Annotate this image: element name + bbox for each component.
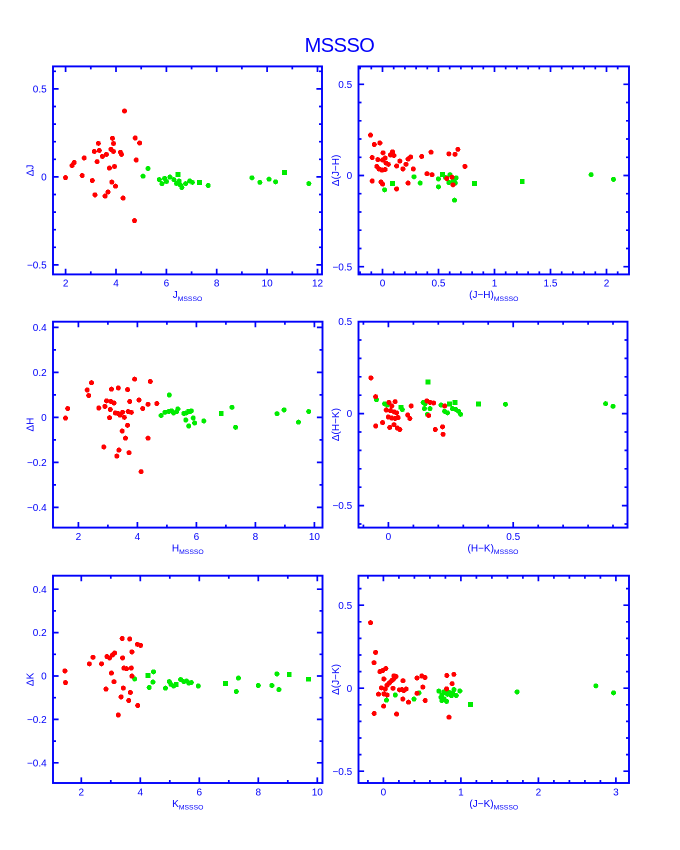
svg-text:8: 8 bbox=[214, 279, 220, 290]
svg-text:10: 10 bbox=[312, 787, 324, 798]
svg-text:1: 1 bbox=[458, 787, 464, 798]
svg-text:−0.5: −0.5 bbox=[27, 261, 47, 272]
svg-text:−0.2: −0.2 bbox=[27, 458, 47, 469]
svg-text:−0.2: −0.2 bbox=[27, 715, 47, 726]
svg-text:6: 6 bbox=[164, 279, 170, 290]
svg-text:0.5: 0.5 bbox=[33, 85, 47, 96]
svg-text:0: 0 bbox=[41, 413, 47, 424]
svg-text:0: 0 bbox=[347, 171, 353, 182]
svg-text:Δ(H−K): Δ(H−K) bbox=[331, 408, 342, 441]
svg-text:0: 0 bbox=[347, 684, 353, 695]
svg-text:MSSSO: MSSSO bbox=[305, 35, 375, 57]
svg-text:0.5: 0.5 bbox=[338, 317, 352, 328]
svg-text:0.4: 0.4 bbox=[33, 585, 47, 596]
svg-text:Δ(J−H): Δ(J−H) bbox=[331, 155, 342, 186]
svg-text:10: 10 bbox=[309, 532, 321, 543]
svg-text:0: 0 bbox=[381, 787, 387, 798]
svg-text:−0.5: −0.5 bbox=[332, 767, 352, 778]
svg-text:6: 6 bbox=[194, 532, 200, 543]
svg-text:2: 2 bbox=[63, 279, 69, 290]
svg-text:−0.5: −0.5 bbox=[332, 501, 352, 512]
svg-text:0.2: 0.2 bbox=[33, 368, 47, 379]
svg-text:4: 4 bbox=[113, 279, 119, 290]
svg-text:6: 6 bbox=[197, 787, 203, 798]
svg-text:12: 12 bbox=[312, 279, 324, 290]
svg-text:0: 0 bbox=[41, 672, 47, 683]
svg-text:0.4: 0.4 bbox=[33, 323, 47, 334]
svg-text:ΔJ: ΔJ bbox=[26, 165, 37, 177]
svg-text:2: 2 bbox=[79, 787, 85, 798]
svg-text:Δ(J−K): Δ(J−K) bbox=[331, 664, 342, 695]
svg-text:0: 0 bbox=[41, 173, 47, 184]
svg-text:−0.4: −0.4 bbox=[27, 758, 47, 769]
svg-text:8: 8 bbox=[256, 787, 262, 798]
svg-text:3: 3 bbox=[613, 787, 619, 798]
svg-text:0.5: 0.5 bbox=[432, 279, 446, 290]
svg-text:4: 4 bbox=[138, 787, 144, 798]
svg-text:0.5: 0.5 bbox=[506, 532, 520, 543]
svg-text:2: 2 bbox=[604, 279, 610, 290]
svg-text:4: 4 bbox=[135, 532, 141, 543]
svg-text:−0.4: −0.4 bbox=[27, 503, 47, 514]
svg-text:ΔK: ΔK bbox=[26, 672, 37, 686]
svg-text:0: 0 bbox=[347, 409, 353, 420]
svg-text:2: 2 bbox=[76, 532, 82, 543]
svg-text:1: 1 bbox=[492, 279, 498, 290]
svg-text:−0.5: −0.5 bbox=[332, 262, 352, 273]
svg-text:0.5: 0.5 bbox=[338, 601, 352, 612]
svg-text:1.5: 1.5 bbox=[544, 279, 558, 290]
svg-text:0: 0 bbox=[380, 279, 386, 290]
svg-text:10: 10 bbox=[262, 279, 274, 290]
svg-text:ΔH: ΔH bbox=[26, 418, 37, 432]
svg-text:2: 2 bbox=[536, 787, 542, 798]
svg-text:0.5: 0.5 bbox=[338, 80, 352, 91]
svg-text:0.2: 0.2 bbox=[33, 628, 47, 639]
svg-text:0: 0 bbox=[386, 532, 392, 543]
svg-text:8: 8 bbox=[253, 532, 259, 543]
